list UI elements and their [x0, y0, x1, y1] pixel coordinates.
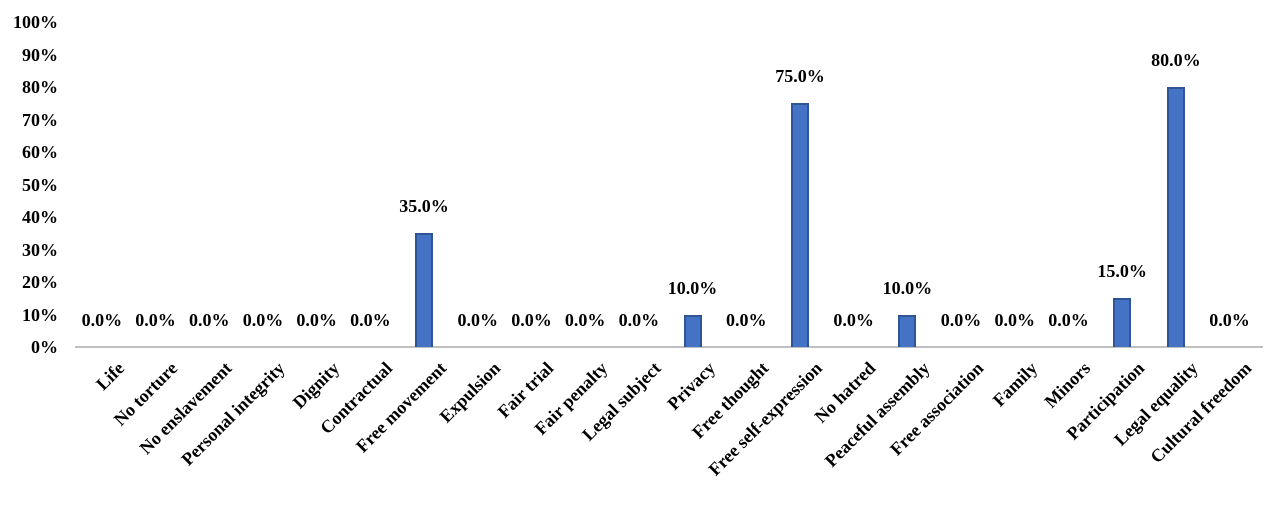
x-tick-label: Family — [988, 358, 1041, 411]
bar — [790, 103, 809, 347]
bar-value-label: 0.0% — [1209, 310, 1250, 330]
bar — [683, 314, 702, 347]
bar — [1166, 87, 1185, 347]
bar-value-label: 0.0% — [189, 310, 230, 330]
y-tick-label: 10% — [22, 304, 58, 325]
x-tick-label: Free association — [885, 358, 988, 460]
y-tick-label: 30% — [22, 239, 58, 260]
bar-value-label: 0.0% — [350, 310, 391, 330]
bar-value-label: 0.0% — [511, 310, 552, 330]
bar-value-label: 80.0% — [1151, 50, 1201, 70]
bar-value-label: 35.0% — [399, 196, 449, 217]
x-tick-label: Cultural freedom — [1146, 358, 1256, 468]
bar-value-label: 10.0% — [667, 277, 718, 298]
x-tick-label: Personal integrity — [177, 358, 290, 470]
bar-value-label: 0.0% — [726, 310, 767, 330]
y-tick-label: 40% — [22, 207, 58, 227]
x-tick-label: Life — [91, 358, 129, 395]
y-tick-label: 100% — [13, 12, 58, 32]
bar-value-label: 0.0% — [940, 310, 982, 330]
y-tick-label: 60% — [22, 142, 58, 162]
bar-value-label: 0.0% — [833, 310, 874, 330]
bar — [1113, 298, 1132, 347]
y-tick-label: 0% — [31, 337, 58, 357]
bar-value-label: 0.0% — [618, 310, 660, 330]
bar-value-label: 0.0% — [296, 310, 337, 330]
bar-value-label: 0.0% — [81, 310, 123, 330]
y-tick-label: 80% — [22, 77, 58, 97]
bar — [415, 233, 434, 347]
bar — [898, 314, 917, 347]
x-axis-line — [75, 346, 1263, 348]
y-tick-label: 20% — [22, 272, 58, 292]
bar-value-label: 0.0% — [135, 310, 176, 330]
bar-value-label: 0.0% — [242, 310, 284, 330]
bar-value-label: 0.0% — [457, 310, 499, 330]
bar-value-label: 0.0% — [994, 310, 1036, 330]
bar-value-label: 0.0% — [1048, 310, 1089, 330]
bar-value-label: 10.0% — [882, 277, 933, 298]
bar-value-label: 15.0% — [1097, 261, 1147, 282]
y-tick-label: 90% — [22, 44, 58, 65]
bar-value-label: 0.0% — [564, 310, 606, 330]
bar-value-label: 75.0% — [775, 66, 825, 87]
y-tick-label: 70% — [22, 109, 58, 130]
y-tick-label: 50% — [22, 174, 58, 195]
